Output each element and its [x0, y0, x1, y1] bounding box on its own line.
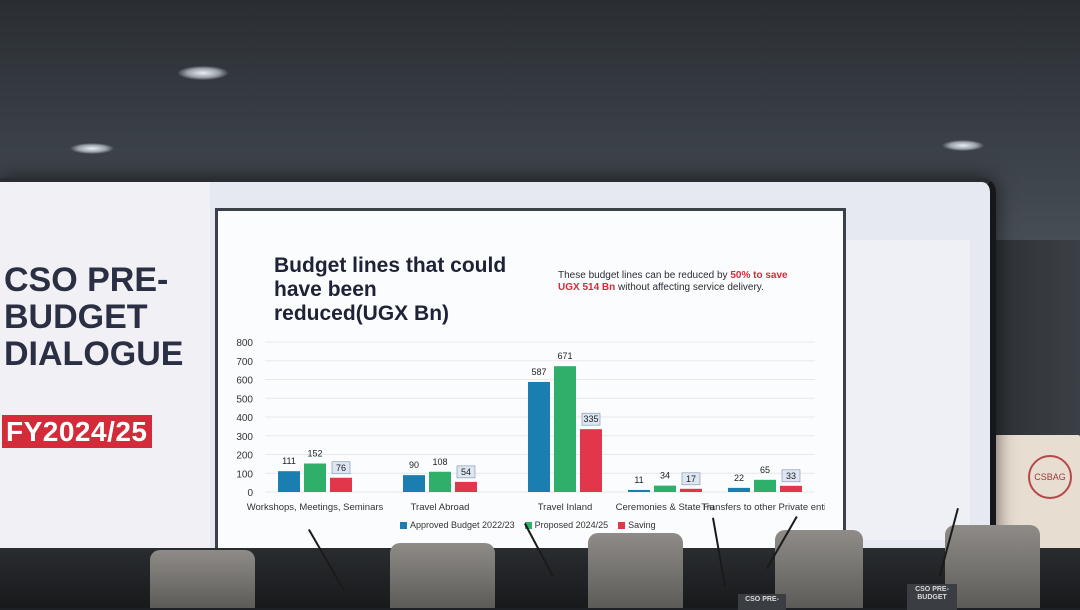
y-tick-label: 0 — [247, 488, 253, 499]
bar-approved — [728, 487, 750, 492]
bar-proposed — [654, 485, 676, 492]
category-label: Transfers to other Private entit — [701, 502, 825, 513]
note-text-1: These budget lines can be reduced by — [558, 270, 731, 281]
slide-note: These budget lines can be reduced by 50%… — [558, 270, 798, 294]
data-label-box — [781, 469, 801, 483]
y-tick-label: 600 — [236, 376, 253, 387]
data-label: 90 — [409, 460, 419, 470]
data-label: 65 — [760, 465, 770, 475]
data-label: 11 — [634, 475, 643, 485]
data-label: 587 — [531, 367, 546, 377]
data-label: 335 — [583, 414, 598, 424]
bar-approved — [403, 475, 425, 492]
data-label-box — [681, 472, 701, 486]
chair — [775, 530, 863, 608]
data-label: 152 — [307, 449, 322, 459]
data-label: 17 — [686, 474, 696, 484]
category-label: Ceremonies & State Fu — [616, 502, 715, 513]
category-label: Workshops, Meetings, Seminars — [247, 502, 384, 513]
category-label: Travel Inland — [538, 502, 593, 513]
legend-item: Approved Budget 2022/23 — [400, 520, 515, 530]
legend-label: Saving — [628, 520, 656, 530]
fiscal-year-badge: FY2024/25 — [2, 415, 152, 448]
y-tick-label: 200 — [236, 451, 253, 462]
y-tick-label: 300 — [236, 432, 253, 443]
legend-item: Proposed 2024/25 — [524, 520, 609, 530]
y-tick-label: 500 — [236, 394, 253, 405]
y-tick-label: 400 — [236, 413, 253, 424]
screen-sidebar — [0, 182, 210, 550]
bar-proposed — [304, 463, 326, 492]
legend-swatch — [524, 521, 532, 529]
data-label: 76 — [336, 463, 346, 473]
data-label: 34 — [660, 471, 670, 481]
data-label: 108 — [432, 457, 447, 467]
chair — [588, 533, 683, 608]
bar-proposed — [554, 366, 576, 492]
legend-label: Approved Budget 2022/23 — [410, 520, 515, 530]
bar-saving — [680, 488, 702, 492]
chair — [390, 543, 495, 608]
screen-right-panel — [840, 240, 970, 540]
data-label-box — [456, 465, 476, 479]
ceiling-light-right — [942, 140, 984, 151]
ceiling-light-left — [178, 66, 228, 80]
legend-swatch — [618, 521, 626, 529]
category-label: Travel Abroad — [411, 502, 470, 513]
note-highlight-amount: to save UGX 514 Bn — [558, 270, 788, 293]
data-label: 111 — [282, 456, 296, 466]
chart-legend: Approved Budget 2022/23 Proposed 2024/25 S… — [400, 520, 720, 530]
data-label-box — [581, 412, 601, 426]
data-label: 54 — [461, 467, 471, 477]
bar-saving — [780, 485, 802, 492]
bar-proposed — [429, 471, 451, 492]
bar-saving — [580, 429, 602, 492]
name-placard: CSO PRE- — [738, 594, 786, 610]
y-tick-label: 100 — [236, 469, 253, 480]
legend-label: Proposed 2024/25 — [534, 520, 609, 530]
bar-approved — [528, 381, 550, 492]
event-title: CSO PRE- BUDGET DIALOGUE — [4, 261, 184, 373]
legend-swatch — [400, 521, 407, 529]
poster-logo: CSBAG — [1028, 455, 1072, 499]
y-tick-label: 800 — [236, 338, 253, 349]
chair — [945, 525, 1040, 608]
budget-bar-chart: 0 100 200 300 400 500 600 700 800 111 152 76 Worksho… — [236, 338, 825, 513]
bar-approved — [628, 489, 650, 492]
note-highlight-percent: 50% — [730, 270, 751, 281]
bar-approved — [278, 471, 300, 492]
legend-item: Saving — [618, 520, 656, 530]
data-label: 671 — [557, 351, 572, 361]
bar-saving — [330, 477, 352, 492]
name-placard: CSO PRE- BUDGET — [907, 584, 957, 610]
bar-saving — [455, 481, 477, 492]
chair — [150, 550, 255, 608]
data-label-box — [331, 461, 351, 475]
data-label: 33 — [786, 471, 796, 481]
y-tick-label: 700 — [236, 357, 253, 368]
note-text-2: without affecting service delivery. — [615, 282, 764, 293]
ceiling-light-small — [70, 143, 114, 154]
slide-title: Budget lines that could have been reduce… — [274, 254, 507, 325]
data-label: 22 — [734, 473, 744, 483]
bar-proposed — [754, 479, 776, 492]
